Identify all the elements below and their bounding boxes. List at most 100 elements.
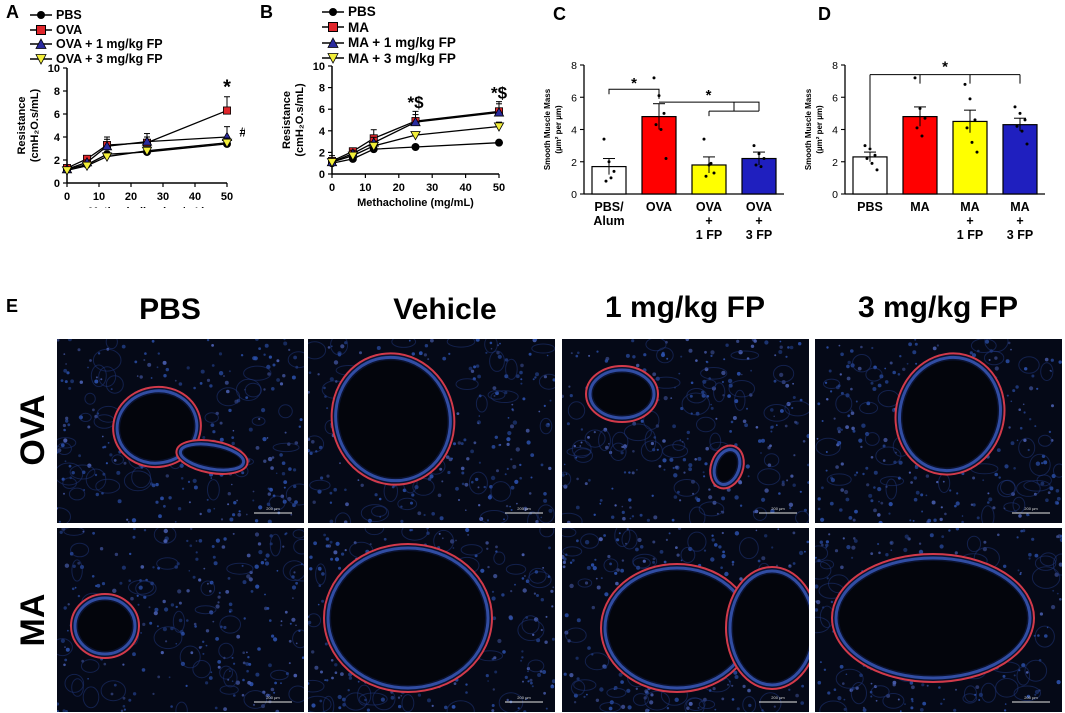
nucleus bbox=[936, 480, 939, 484]
nucleus bbox=[168, 676, 171, 679]
data-point bbox=[1020, 129, 1024, 133]
nucleus bbox=[1035, 461, 1041, 466]
nucleus bbox=[265, 553, 270, 558]
nucleus bbox=[288, 639, 292, 643]
data-point bbox=[602, 137, 606, 141]
nucleus bbox=[1024, 367, 1028, 371]
nucleus bbox=[807, 463, 809, 467]
alveolus bbox=[69, 464, 96, 480]
nucleus bbox=[877, 542, 880, 546]
nucleus bbox=[94, 473, 98, 477]
nucleus bbox=[245, 662, 250, 666]
nucleus bbox=[753, 339, 757, 343]
nucleus bbox=[170, 603, 175, 607]
nucleus bbox=[573, 701, 577, 704]
nucleus bbox=[998, 476, 1001, 479]
nucleus bbox=[320, 476, 324, 480]
nucleus bbox=[860, 445, 863, 449]
nucleus bbox=[155, 500, 159, 504]
alveolus bbox=[308, 679, 325, 693]
nucleus bbox=[680, 355, 683, 358]
legend-label: OVA bbox=[56, 22, 83, 37]
nucleus bbox=[588, 478, 591, 482]
alveolus bbox=[517, 619, 545, 641]
alveolus bbox=[538, 373, 555, 390]
nucleus bbox=[264, 593, 266, 596]
nucleus bbox=[64, 646, 66, 648]
nucleus bbox=[920, 493, 924, 497]
nucleus bbox=[491, 590, 495, 593]
category-label: PBS/ bbox=[594, 200, 624, 214]
legend-label: PBS bbox=[348, 4, 376, 19]
nucleus bbox=[626, 688, 631, 693]
nucleus bbox=[1028, 552, 1032, 557]
nucleus bbox=[340, 344, 345, 349]
alveolus bbox=[493, 551, 506, 565]
alveolus bbox=[981, 505, 995, 523]
airway-lumen bbox=[331, 551, 485, 685]
nucleus bbox=[1025, 671, 1029, 674]
nucleus bbox=[246, 651, 248, 654]
nucleus bbox=[725, 343, 729, 347]
nucleus bbox=[870, 682, 873, 685]
nucleus bbox=[241, 471, 245, 475]
nucleus bbox=[758, 439, 762, 443]
nucleus bbox=[258, 417, 261, 421]
epithelium bbox=[178, 442, 246, 472]
legend-item: OVA bbox=[30, 23, 163, 38]
nucleus bbox=[507, 417, 510, 419]
nucleus bbox=[110, 388, 113, 391]
alveolus bbox=[539, 417, 553, 435]
nucleus bbox=[533, 592, 536, 595]
nucleus bbox=[927, 518, 932, 523]
nucleus bbox=[576, 539, 579, 543]
nucleus bbox=[211, 364, 215, 367]
data-point bbox=[973, 118, 977, 122]
nucleus bbox=[652, 372, 657, 377]
nucleus bbox=[194, 625, 197, 628]
nucleus bbox=[109, 453, 113, 457]
nucleus bbox=[289, 622, 292, 625]
nucleus bbox=[262, 437, 267, 442]
nucleus bbox=[644, 689, 649, 694]
alveolus bbox=[63, 528, 85, 536]
nucleus bbox=[236, 634, 241, 639]
nucleus bbox=[444, 705, 448, 710]
nucleus bbox=[788, 688, 791, 691]
alveolus bbox=[1003, 502, 1020, 513]
alveolus bbox=[577, 578, 593, 588]
nucleus bbox=[456, 412, 460, 415]
nucleus bbox=[228, 602, 233, 607]
alveolus bbox=[288, 685, 304, 703]
nucleus bbox=[704, 462, 708, 466]
alveolus bbox=[1018, 356, 1040, 374]
nucleus bbox=[203, 567, 206, 570]
alveolus bbox=[505, 358, 518, 380]
nucleus bbox=[174, 379, 177, 382]
alveolus bbox=[1040, 362, 1054, 381]
y-tick-label: 6 bbox=[571, 92, 577, 104]
nucleus bbox=[543, 492, 547, 496]
nucleus bbox=[584, 581, 589, 585]
nucleus bbox=[679, 499, 682, 502]
nucleus bbox=[427, 358, 430, 361]
nucleus bbox=[319, 699, 323, 703]
nucleus bbox=[103, 445, 107, 449]
legend-item: MA + 3 mg/kg FP bbox=[322, 51, 456, 67]
nucleus bbox=[506, 467, 509, 470]
nucleus bbox=[711, 534, 714, 537]
nucleus bbox=[214, 706, 218, 710]
nucleus bbox=[258, 347, 261, 350]
nucleus bbox=[663, 396, 668, 401]
nucleus bbox=[674, 465, 678, 469]
nucleus bbox=[63, 606, 67, 610]
nucleus bbox=[398, 704, 402, 709]
nucleus bbox=[280, 620, 283, 623]
alveolus bbox=[194, 605, 217, 615]
nucleus bbox=[708, 495, 713, 500]
nucleus bbox=[1029, 418, 1032, 421]
circle-marker-icon bbox=[322, 6, 344, 18]
alveolus bbox=[795, 510, 809, 523]
alveolus bbox=[632, 693, 649, 706]
nucleus bbox=[206, 582, 209, 585]
